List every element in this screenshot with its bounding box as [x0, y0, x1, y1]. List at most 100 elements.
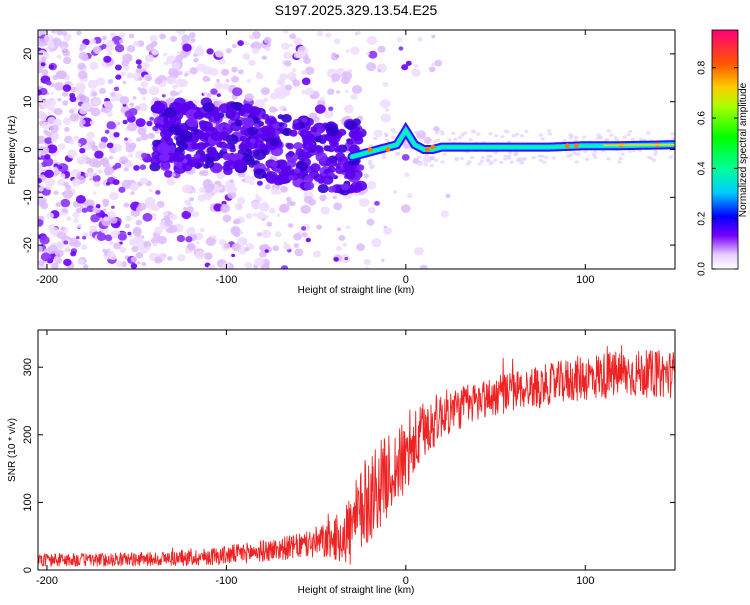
spectrogram-noise-blob — [177, 51, 181, 54]
spectrogram-noise-blob — [69, 140, 75, 145]
spectrogram-noise-blob — [237, 237, 247, 246]
spectrogram-noise-blob — [102, 36, 107, 40]
spectrogram-noise-blob — [256, 73, 263, 79]
spectrogram-noise-blob — [152, 50, 159, 56]
spectrogram-noise-blob — [78, 259, 85, 265]
spectrogram-halo-blob — [451, 132, 455, 135]
spectrogram-noise-blob — [114, 87, 119, 92]
spectrogram-noise-blob — [149, 189, 153, 192]
spectrogram-noise-blob — [103, 162, 110, 168]
spectrogram-noise-blob — [257, 181, 263, 186]
spectrogram-halo-blob — [480, 159, 484, 162]
spectrogram-band-blob — [159, 153, 170, 162]
spectrogram-noise-blob — [163, 53, 167, 57]
spectrogram-noise-blob — [44, 170, 54, 178]
spectrogram-noise-blob — [281, 265, 288, 271]
spectrogram-noise-blob — [210, 88, 217, 94]
spectrogram-noise-blob — [106, 45, 114, 52]
spectrogram-noise-blob — [359, 198, 370, 207]
spectrogram-band-blob — [328, 186, 336, 193]
spectrogram-noise-blob — [89, 158, 99, 167]
spectrogram-noise-blob — [420, 265, 428, 272]
spectrogram-noise-blob — [92, 98, 100, 105]
spectrogram-noise-blob — [128, 153, 133, 157]
spectrogram-band-blob — [262, 128, 275, 139]
spectrogram-noise-blob — [320, 97, 325, 101]
spectrogram-band-blob — [201, 126, 207, 131]
spectrogram-halo-blob — [470, 156, 474, 159]
spectrogram-noise-blob — [310, 94, 316, 99]
spectrogram-halo-blob — [668, 155, 672, 158]
spectrogram-noise-blob — [280, 186, 288, 193]
spectrogram-noise-blob — [196, 241, 200, 244]
spectrogram-noise-blob — [89, 226, 97, 233]
spectrogram-halo-blob — [430, 164, 434, 167]
spectrogram-noise-blob — [63, 57, 71, 64]
spectrogram-noise-blob — [352, 85, 362, 94]
spectrogram-halo-blob — [427, 159, 431, 162]
spectrogram-noise-blob — [445, 194, 450, 199]
spectrogram-hotspot — [574, 143, 579, 148]
spectrogram-halo-blob — [548, 132, 552, 135]
colorbar-tick-label: 0.2 — [697, 211, 708, 225]
spectrogram-noise-blob — [250, 43, 255, 48]
spectrogram-noise-blob — [90, 214, 99, 222]
spectrogram-band-blob — [310, 163, 321, 172]
spectrogram-band-blob — [288, 175, 295, 180]
spectrogram-x-tick-label: 100 — [576, 274, 594, 286]
spectrogram-noise-blob — [96, 77, 105, 85]
spectrogram-noise-blob — [78, 71, 88, 79]
spectrogram-noise-blob — [119, 156, 128, 164]
spectrogram-noise-blob — [51, 133, 59, 140]
spectrogram-noise-blob — [216, 79, 220, 82]
spectrogram-noise-blob — [54, 173, 57, 176]
spectrogram-noise-blob — [222, 83, 229, 89]
spectrogram-band-blob — [308, 144, 316, 150]
spectrogram-noise-blob — [356, 243, 365, 251]
spectrogram-noise-blob — [221, 69, 229, 76]
spectrogram-halo-blob — [604, 138, 608, 141]
spectrogram-noise-blob — [367, 36, 377, 45]
spectrogram-noise-blob — [283, 28, 289, 33]
spectrogram-noise-blob — [73, 108, 77, 111]
spectrogram-noise-blob — [433, 126, 440, 132]
spectrogram-noise-blob — [73, 218, 79, 223]
spectrogram-noise-blob — [60, 199, 70, 207]
spectrogram-noise-blob — [53, 191, 58, 195]
spectrogram-noise-blob — [324, 110, 333, 118]
spectrogram-noise-blob — [49, 44, 55, 49]
spectrogram-noise-blob — [46, 185, 52, 190]
spectrogram-noise-blob — [337, 227, 342, 231]
spectrogram-noise-blob — [414, 247, 424, 255]
spectrogram-band-blob — [247, 127, 258, 136]
spectrogram-halo-blob — [628, 150, 632, 153]
snr-x-tick-label: -200 — [36, 575, 58, 587]
colorbar-tick-label: 0.8 — [697, 60, 708, 74]
spectrogram-halo-blob — [520, 134, 524, 137]
spectrogram-halo-blob — [373, 137, 377, 140]
spectrogram-noise-blob — [277, 78, 285, 85]
spectrogram-band-blob — [157, 143, 170, 154]
spectrogram-noise-blob — [229, 179, 233, 183]
spectrogram-noise-blob — [76, 195, 86, 204]
spectrogram-noise-blob — [266, 222, 272, 227]
spectrogram-noise-blob — [326, 32, 332, 37]
spectrogram-noise-blob — [89, 177, 93, 180]
spectrogram-noise-blob — [55, 202, 61, 207]
spectrogram-halo-blob — [500, 135, 504, 138]
spectrogram-noise-blob — [60, 226, 65, 230]
spectrogram-noise-blob — [35, 219, 44, 227]
spectrogram-y-tick-label: -10 — [22, 189, 34, 205]
spectrogram-noise-blob — [366, 219, 374, 226]
spectrogram-noise-blob — [245, 42, 250, 46]
spectrogram-halo-blob — [653, 153, 657, 156]
spectrogram-noise-blob — [313, 251, 321, 258]
spectrogram-noise-blob — [418, 37, 422, 41]
spectrogram-noise-blob — [261, 230, 271, 238]
spectrogram-noise-blob — [434, 60, 442, 67]
spectrogram-noise-blob — [141, 262, 146, 266]
spectrogram-noise-blob — [364, 174, 369, 179]
spectrogram-noise-blob — [126, 72, 133, 78]
spectrogram-halo-blob — [539, 133, 543, 136]
spectrogram-band-blob — [270, 138, 280, 146]
